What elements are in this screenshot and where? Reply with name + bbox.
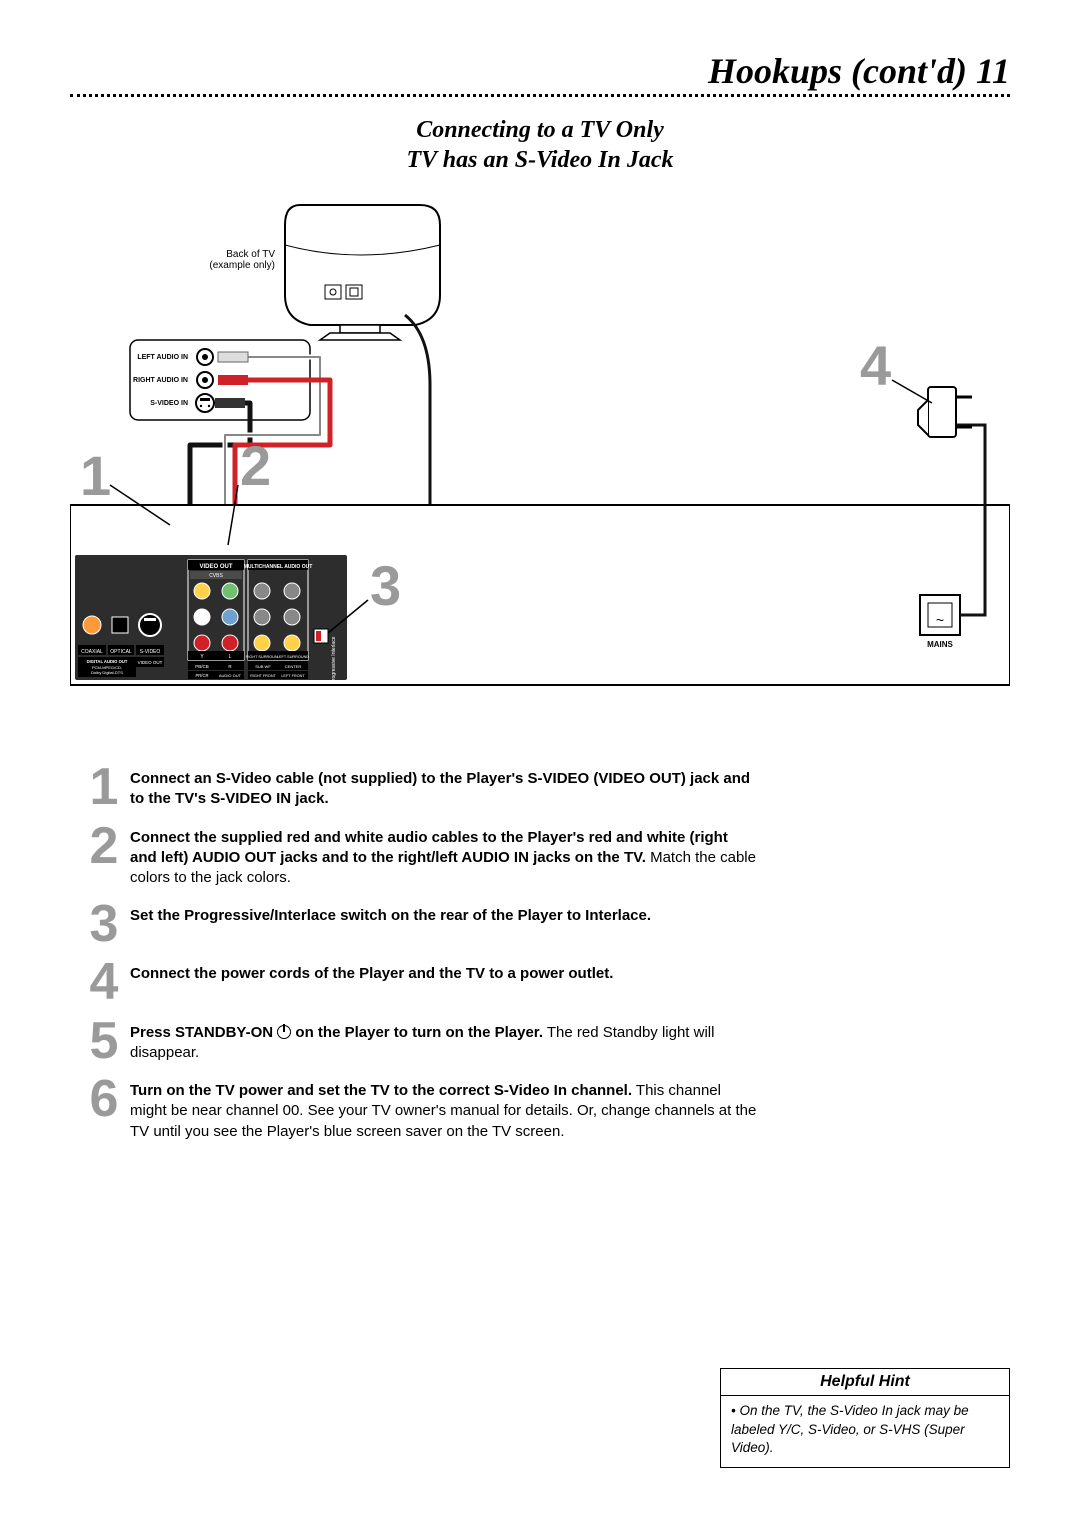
section-line-1: Connecting to a TV Only (70, 115, 1010, 145)
step-body: Connect the power cords of the Player an… (130, 960, 613, 984)
svg-text:Progressive Interlace: Progressive Interlace (331, 636, 337, 683)
step-body: Connect the supplied red and white audio… (130, 824, 758, 889)
svg-text:AUDIO OUT: AUDIO OUT (219, 673, 242, 678)
svg-text:VIDEO OUT: VIDEO OUT (138, 660, 163, 665)
svg-text:DIGITAL AUDIO OUT: DIGITAL AUDIO OUT (87, 659, 128, 664)
step-4: 4 Connect the power cords of the Player … (78, 960, 758, 1004)
step-body: Press STANDBY-ON on the Player to turn o… (130, 1019, 758, 1064)
svg-text:3: 3 (370, 554, 401, 617)
svg-text:Dolby Digital-DTS: Dolby Digital-DTS (91, 670, 123, 675)
step-number: 3 (78, 902, 130, 946)
svg-text:2: 2 (240, 434, 271, 497)
step-1: 1 Connect an S-Video cable (not supplied… (78, 765, 758, 810)
step-number: 2 (78, 824, 130, 868)
svg-text:RIGHT SURROUND: RIGHT SURROUND (246, 655, 281, 659)
svg-text:PB/CB: PB/CB (195, 664, 209, 669)
hookup-diagram: Back of TV (example only) LEFT AUDIO IN … (70, 185, 1010, 705)
svg-text:PR/CR: PR/CR (195, 673, 208, 678)
svg-text:~: ~ (936, 612, 944, 628)
steps-list: 1 Connect an S-Video cable (not supplied… (78, 765, 1010, 1142)
svg-text:LEFT AUDIO IN: LEFT AUDIO IN (137, 354, 188, 361)
section-line-2: TV has an S-Video In Jack (70, 145, 1010, 175)
svg-text:CVBS: CVBS (209, 573, 223, 579)
step-number: 6 (78, 1077, 130, 1121)
step-6: 6 Turn on the TV power and set the TV to… (78, 1077, 758, 1142)
step-body: Turn on the TV power and set the TV to t… (130, 1077, 758, 1142)
helpful-hint-box: Helpful Hint On the TV, the S-Video In j… (720, 1368, 1010, 1468)
svg-text:MAINS: MAINS (927, 640, 953, 649)
standby-icon (277, 1025, 291, 1039)
svg-text:(example only): (example only) (209, 260, 275, 271)
step-3: 3 Set the Progressive/Interlace switch o… (78, 902, 758, 946)
svg-text:Back of TV: Back of TV (226, 249, 275, 260)
hint-item: On the TV, the S-Video In jack may be la… (731, 1402, 999, 1457)
svg-text:1: 1 (80, 444, 111, 507)
svg-text:S-VIDEO: S-VIDEO (140, 649, 161, 655)
step-body: Set the Progressive/Interlace switch on … (130, 902, 651, 926)
step-body: Connect an S-Video cable (not supplied) … (130, 765, 758, 810)
svg-text:L: L (229, 654, 232, 660)
step-2: 2 Connect the supplied red and white aud… (78, 824, 758, 889)
step-number: 5 (78, 1019, 130, 1063)
player-back-panel: VIDEO OUT CVBS Y L MULTICHANNEL AUDIO OU… (75, 555, 347, 683)
hint-title: Helpful Hint (721, 1369, 1009, 1396)
svg-text:RIGHT AUDIO IN: RIGHT AUDIO IN (133, 377, 188, 384)
step-number: 1 (78, 765, 130, 809)
svg-text:CENTER: CENTER (285, 664, 302, 669)
svg-text:SUB WF: SUB WF (255, 664, 271, 669)
svg-text:LEFT FRONT: LEFT FRONT (281, 674, 305, 678)
svg-text:VIDEO OUT: VIDEO OUT (199, 564, 232, 570)
step-number: 4 (78, 960, 130, 1004)
dotted-rule (70, 94, 1010, 97)
page-title: Hookups (cont'd) 11 (70, 50, 1010, 92)
svg-text:OPTICAL: OPTICAL (110, 649, 132, 655)
section-title: Connecting to a TV Only TV has an S-Vide… (70, 115, 1010, 175)
step-5: 5 Press STANDBY-ON on the Player to turn… (78, 1019, 758, 1064)
svg-text:LEFT SURROUND: LEFT SURROUND (277, 655, 309, 659)
svg-text:S-VIDEO IN: S-VIDEO IN (150, 400, 188, 407)
hint-body: On the TV, the S-Video In jack may be la… (721, 1396, 1009, 1467)
svg-text:RIGHT FRONT: RIGHT FRONT (250, 674, 277, 678)
svg-text:MULTICHANNEL AUDIO OUT: MULTICHANNEL AUDIO OUT (244, 564, 313, 570)
svg-text:4: 4 (860, 334, 891, 397)
svg-text:COAXIAL: COAXIAL (81, 649, 103, 655)
